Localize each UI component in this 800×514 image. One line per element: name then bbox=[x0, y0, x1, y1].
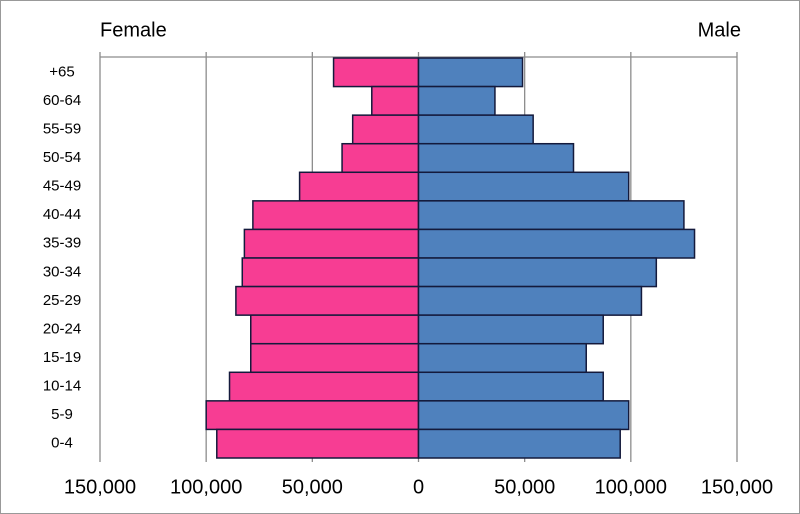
bar bbox=[417, 200, 685, 231]
y-tick-label: 55-59 bbox=[43, 120, 81, 137]
bar bbox=[417, 285, 643, 316]
bar bbox=[417, 114, 534, 145]
bar bbox=[298, 171, 420, 202]
bar bbox=[417, 57, 524, 88]
bar bbox=[241, 257, 420, 288]
y-tick-label: 30-34 bbox=[43, 263, 81, 280]
y-tick-label: 40-44 bbox=[43, 206, 81, 223]
y-tick-label: 35-39 bbox=[43, 235, 81, 252]
y-tick-label: +65 bbox=[49, 63, 74, 80]
bar bbox=[243, 228, 420, 259]
y-tick-label: 60-64 bbox=[43, 92, 81, 109]
y-tick-label: 0-4 bbox=[51, 435, 73, 452]
y-tick-label: 45-49 bbox=[43, 178, 81, 195]
bar bbox=[417, 257, 658, 288]
bar bbox=[417, 428, 621, 459]
bar bbox=[235, 285, 420, 316]
bar bbox=[417, 342, 587, 374]
bar bbox=[417, 228, 696, 259]
x-tick-label: 100,000 bbox=[595, 476, 667, 498]
x-tick-label: 150,000 bbox=[64, 476, 136, 498]
side-label: Female bbox=[100, 19, 167, 41]
y-tick-label: 10-14 bbox=[43, 378, 81, 395]
y-tick-label: 15-19 bbox=[43, 349, 81, 366]
bar bbox=[417, 142, 575, 174]
bar bbox=[228, 371, 420, 402]
side-label: Male bbox=[698, 19, 741, 41]
bar bbox=[417, 400, 630, 431]
bar bbox=[351, 114, 420, 145]
x-tick-label: 50,000 bbox=[494, 476, 555, 498]
y-tick-label: 25-29 bbox=[43, 292, 81, 309]
x-tick-label: 50,000 bbox=[282, 476, 343, 498]
bar bbox=[250, 342, 420, 374]
bar bbox=[216, 428, 420, 459]
bar bbox=[417, 314, 604, 345]
y-tick-label: 5-9 bbox=[51, 406, 73, 423]
y-tick-label: 50-54 bbox=[43, 149, 81, 166]
bar bbox=[341, 142, 420, 174]
bar bbox=[417, 171, 630, 202]
y-tick-label: 20-24 bbox=[43, 320, 81, 337]
bar bbox=[371, 85, 420, 116]
x-tick-label: 100,000 bbox=[170, 476, 242, 498]
bar bbox=[205, 400, 420, 431]
bar bbox=[417, 85, 496, 116]
bar bbox=[417, 371, 604, 402]
bar bbox=[252, 200, 420, 231]
x-tick-label: 150,000 bbox=[701, 476, 773, 498]
x-tick-label: 0 bbox=[413, 476, 424, 498]
bar bbox=[332, 57, 420, 88]
bar bbox=[250, 314, 420, 345]
